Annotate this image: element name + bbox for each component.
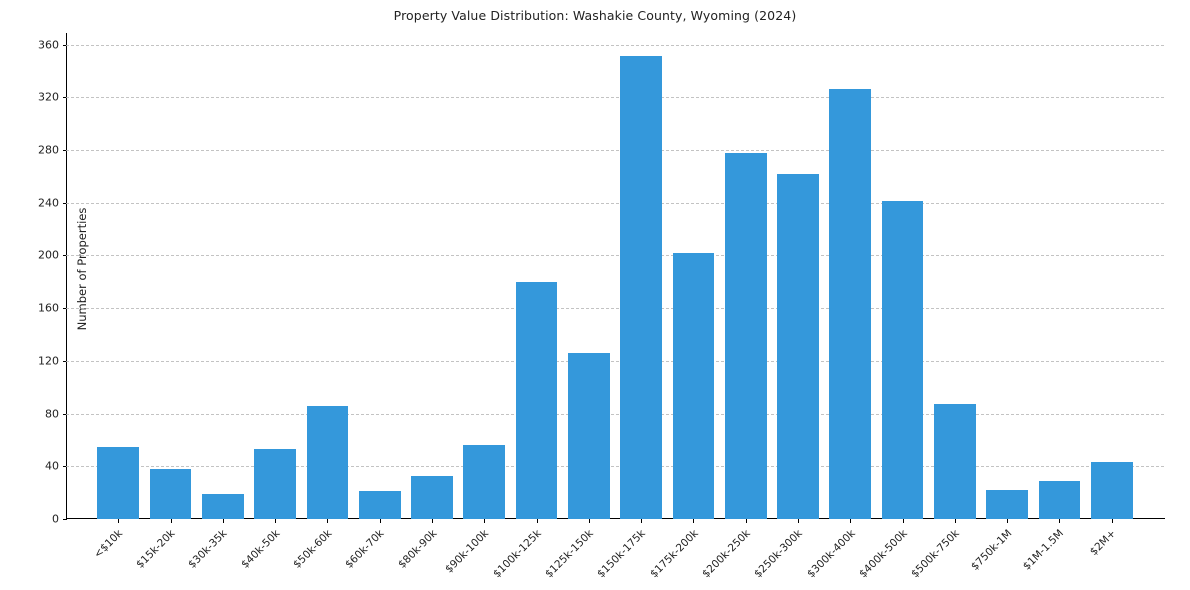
x-tick-label: $150k-175k [595,527,649,581]
y-tick-mark [62,519,66,520]
bar [306,405,349,519]
plot-area: Number of Properties 0 40 80 120 160 200 240 28… [38,34,1164,580]
gridline [66,308,1164,310]
x-tick-mark [1007,519,1009,523]
y-tick-mark [62,466,66,468]
x-tick-label: $90k-100k [443,527,492,576]
x-tick-label: $1M-1.5M [1021,527,1067,573]
bar [411,475,453,519]
y-tick-mark [62,308,66,310]
gridline [66,202,1164,204]
x-tick-label: $200k-250k [699,527,753,581]
x-tick-label: $50k-60k [291,527,335,571]
x-tick-label: $300k-400k [804,527,858,581]
y-tick-mark [62,255,66,257]
bar [620,56,663,519]
x-tick-mark [902,519,904,523]
x-tick-label: <$10k [92,527,126,561]
bar [1090,462,1133,519]
y-tick-label: 0 [52,512,59,526]
bar [97,446,140,519]
y-tick-mark [62,202,66,204]
x-tick-mark [1111,519,1113,523]
bar [1038,480,1081,519]
bar [933,404,976,519]
x-tick-label: $40k-50k [238,527,283,571]
x-tick-mark [222,519,224,523]
y-tick-mark [62,413,66,415]
gridline [66,360,1164,362]
x-tick-label: $100k-125k [490,527,544,581]
x-tick-mark [327,519,329,523]
bar [358,491,401,519]
bar [724,152,767,519]
bar [515,281,558,519]
y-tick-label: 240 [38,196,59,210]
x-tick-mark [536,519,538,523]
y-tick-mark [62,44,66,46]
y-tick-label: 200 [38,248,59,262]
gridline [66,44,1164,46]
x-tick-mark [379,519,381,523]
x-tick-mark [693,519,695,523]
bar [463,445,506,519]
y-tick-label: 120 [38,354,59,368]
y-tick-label: 320 [38,90,59,104]
x-tick-mark [275,519,277,523]
x-tick-mark [1059,519,1061,523]
x-tick-label: $80k-90k [395,527,440,571]
x-tick-mark [170,519,172,523]
x-tick-label: $15k-20k [134,527,178,571]
y-tick-label: 160 [38,301,59,315]
y-tick-label: 360 [38,38,59,52]
bar [881,201,924,519]
x-tick-mark [954,519,956,523]
x-tick-mark [118,519,120,523]
bar [567,352,610,519]
x-tick-label: $125k-150k [543,527,596,581]
x-tick-mark [588,519,590,523]
y-tick-mark [62,149,66,151]
bar [777,173,819,519]
x-tick-mark [745,519,747,523]
x-tick-label: $60k-70k [343,527,387,571]
x-tick-label: $250k-300k [752,527,806,581]
x-tick-label: $500k-750k [909,527,962,581]
y-axis-line [66,33,67,520]
x-tick-label: $400k-500k [856,527,910,581]
chart-title: Property Value Distribution: Washakie Co… [393,8,797,23]
bar [254,449,297,519]
x-tick-mark [641,519,643,523]
gridline [66,97,1164,99]
y-tick-mark [62,97,66,99]
x-tick-label: $750k-1M [968,527,1015,573]
y-tick-label: 280 [38,143,59,157]
gridline [66,413,1164,415]
gridline [66,255,1164,257]
x-tick-label: $30k-35k [186,527,230,571]
gridline [66,466,1164,468]
y-tick-label: 80 [45,407,59,421]
x-tick-mark [484,519,486,523]
bar [829,89,872,519]
y-tick-mark [62,360,66,362]
x-tick-label: $2M+ [1088,527,1119,558]
x-tick-mark [432,519,433,523]
x-axis-line [66,518,1165,519]
x-tick-mark [798,519,799,523]
bar [986,490,1029,519]
bar [149,468,192,519]
y-tick-label: 40 [45,459,59,473]
x-tick-mark [850,519,852,523]
bar [201,493,244,519]
x-tick-label: $175k-200k [647,527,701,581]
gridline [66,149,1164,151]
bar [672,252,715,519]
